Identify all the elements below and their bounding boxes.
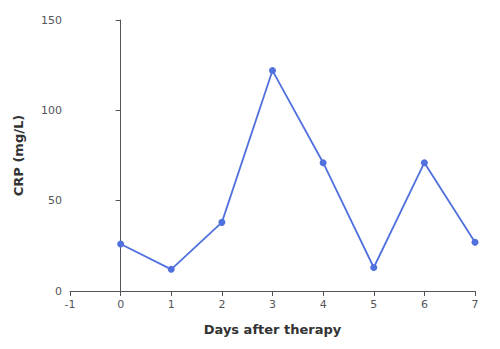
svg-text:7: 7 [472, 298, 479, 311]
svg-text:0: 0 [117, 298, 124, 311]
svg-text:50: 50 [48, 194, 62, 207]
svg-text:Days after therapy: Days after therapy [204, 322, 342, 337]
svg-text:0: 0 [55, 285, 62, 298]
svg-text:100: 100 [41, 104, 62, 117]
svg-text:3: 3 [269, 298, 276, 311]
svg-text:150: 150 [41, 14, 62, 27]
svg-text:1: 1 [168, 298, 175, 311]
svg-text:-1: -1 [65, 298, 76, 311]
svg-text:4: 4 [320, 298, 327, 311]
svg-text:2: 2 [218, 298, 225, 311]
svg-text:CRP (mg/L): CRP (mg/L) [11, 115, 26, 196]
svg-text:5: 5 [370, 298, 377, 311]
svg-text:6: 6 [421, 298, 428, 311]
